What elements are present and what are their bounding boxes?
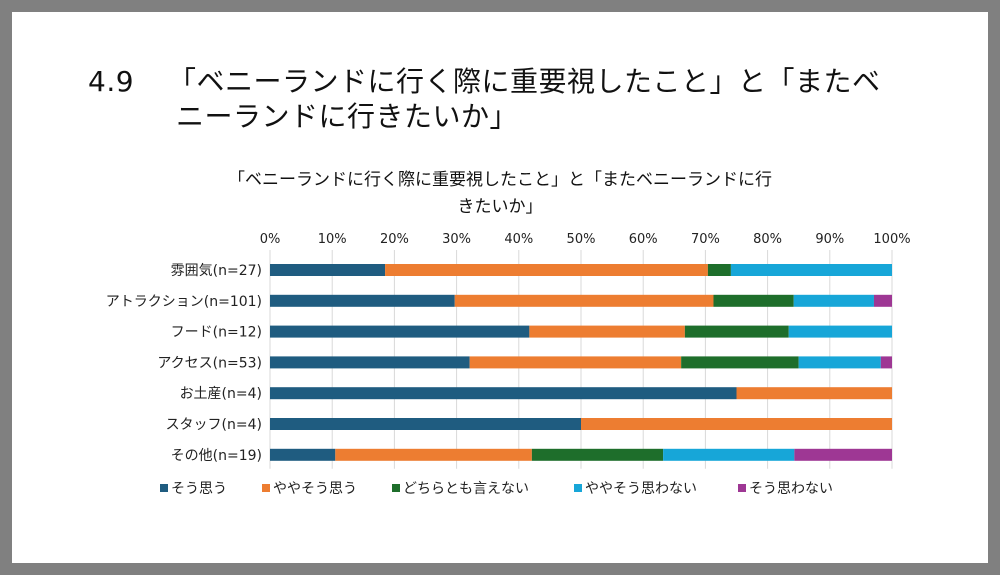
x-tick-label: 20% [380, 232, 409, 247]
bar-segment [270, 325, 530, 338]
legend-swatch [738, 484, 746, 492]
x-tick-label: 70% [691, 232, 720, 247]
bar-segment [469, 356, 682, 369]
bar-segment [270, 294, 455, 307]
legend-label: そう思わない [749, 481, 833, 497]
legend-label: ややそう思う [273, 481, 357, 497]
category-label: スタッフ(n=4) [166, 417, 262, 433]
bar-segment [454, 294, 714, 307]
y-axis-category-labels: 雰囲気(n=27) アトラクション(n=101) フード(n=12) アクセス(n=5… [106, 263, 262, 464]
x-tick-label: 10% [318, 232, 347, 247]
chart-bars [270, 264, 892, 461]
x-tick-label: 90% [815, 232, 844, 247]
slide-title: 4.9 「ベニーランドに行く際に重要視したこと」と「またベ ニーランドに行きたいか」 [88, 64, 948, 134]
bar-segment [730, 264, 892, 276]
bar-segment [529, 325, 685, 338]
x-tick-label: 50% [567, 232, 596, 247]
legend-swatch [574, 484, 582, 492]
slide-title-line-1: 「ベニーランドに行く際に重要視したこと」と「またベ [168, 65, 881, 98]
bar-segment [663, 448, 795, 461]
legend-swatch [392, 484, 400, 492]
legend-item: ややそう思わない [574, 481, 697, 497]
x-tick-label: 40% [504, 232, 533, 247]
bar-segment [270, 264, 386, 276]
bar-segment [270, 387, 737, 400]
bar-segment [270, 448, 336, 461]
category-label: 雰囲気(n=27) [171, 263, 262, 279]
x-tick-label: 80% [753, 232, 782, 247]
bar-segment [270, 418, 581, 430]
bar-segment [793, 294, 874, 307]
bar-segment [335, 448, 532, 461]
category-label: フード(n=12) [171, 325, 262, 341]
bar-segment [873, 294, 892, 307]
bar-segment [385, 264, 708, 276]
category-label: その他(n=19) [171, 448, 262, 464]
bar-segment [581, 418, 892, 430]
x-tick-label: 60% [629, 232, 658, 247]
bar-segment [794, 448, 892, 461]
legend-label: どちらとも言えない [403, 481, 529, 497]
bar-segment [736, 387, 892, 400]
slide-title-line-2: ニーランドに行きたいか」 [176, 100, 519, 133]
x-tick-label: 0% [260, 232, 281, 247]
bar-segment [707, 264, 731, 276]
legend-label: そう思う [171, 481, 227, 497]
bar-segment [270, 356, 470, 369]
legend-item: そう思う [160, 481, 227, 497]
bar-segment [713, 294, 794, 307]
legend-swatch [262, 484, 270, 492]
bar-segment [531, 448, 664, 461]
category-label: アトラクション(n=101) [106, 294, 262, 310]
chart-title-line-1: 「ベニーランドに行く際に重要視したこと」と「またベニーランドに行 [228, 170, 772, 190]
bar-segment [684, 325, 789, 338]
legend-label: ややそう思わない [585, 481, 697, 497]
legend-swatch [160, 484, 168, 492]
category-label: アクセス(n=53) [157, 355, 262, 371]
bar-segment [880, 356, 892, 369]
bar-segment [798, 356, 881, 369]
x-tick-label: 100% [873, 232, 910, 247]
legend-item: ややそう思う [262, 481, 357, 497]
slide-number: 4.9 [88, 65, 135, 98]
category-label: お土産(n=4) [180, 386, 262, 402]
legend-item: どちらとも言えない [392, 481, 529, 497]
x-axis-tick-labels: 0% 10% 20% 30% 40% 50% 60% 70% 80% 90% 100% [260, 232, 911, 247]
chart-title-line-2: きたいか」 [458, 197, 543, 217]
x-tick-label: 30% [442, 232, 471, 247]
chart-legend: そう思う ややそう思う どちらとも言えない ややそう思わない そう思わない [160, 481, 833, 497]
legend-item: そう思わない [738, 481, 833, 497]
bar-segment [788, 325, 892, 338]
slide: 4.9 「ベニーランドに行く際に重要視したこと」と「またベ ニーランドに行きたいか」 [12, 12, 988, 563]
bar-segment [681, 356, 799, 369]
